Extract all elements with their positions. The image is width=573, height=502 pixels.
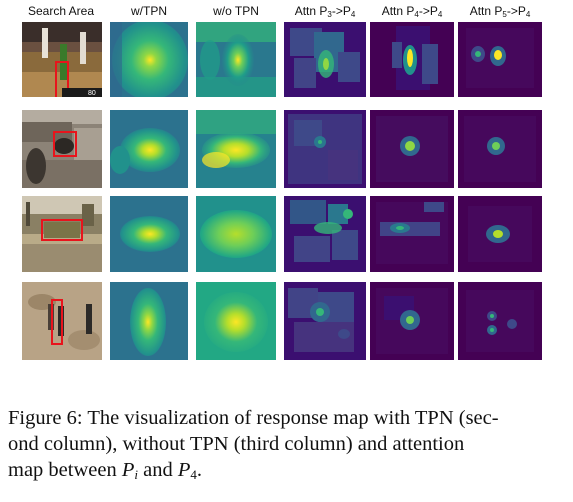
attn-map-p5-row1 [458, 22, 542, 97]
attn-map-p5-row3 [458, 196, 542, 272]
response-map-w-tpn-row1 [110, 22, 188, 97]
pole-figure [26, 202, 30, 226]
car-figure [44, 222, 80, 238]
header-attn-p3-p4: Attn P3->P4 [294, 4, 356, 19]
attn-map-p3-row4 [284, 282, 366, 360]
response-map-wo-tpn-row4 [196, 282, 276, 360]
attn-map-p5-row2 [458, 110, 542, 188]
response-map-w-tpn-row4 [110, 282, 188, 360]
math-p-i: Pi [121, 459, 138, 482]
caption-line-2: ond column), without TPN (third column) … [8, 433, 465, 455]
response-map-w-tpn-row3 [110, 196, 188, 272]
attn-map-p4-row4 [370, 282, 454, 360]
scoreboard-text: 80 [88, 90, 96, 97]
tree-figure [82, 204, 94, 226]
person-figure [54, 138, 74, 154]
header-w-tpn: w/TPN [131, 4, 167, 18]
bbox-red-icon [53, 131, 77, 157]
search-area-photo-row2 [22, 110, 102, 188]
header-search-area: Search Area [27, 4, 95, 18]
player-figure [42, 28, 48, 58]
bbox-red-icon [51, 299, 63, 345]
search-area-photo-row4 [22, 282, 102, 360]
attn-map-p3-row3 [284, 196, 366, 272]
header-attn-p4-p4: Attn P4->P4 [381, 4, 443, 19]
response-map-wo-tpn-row3 [196, 196, 276, 272]
attn-map-p4-row2 [370, 110, 454, 188]
attn-map-p5-row4 [458, 282, 542, 360]
player-figure [80, 32, 86, 64]
math-p-4: P4 [177, 459, 197, 482]
person-figure [26, 148, 46, 184]
attn-map-p4-row1 [370, 22, 454, 97]
figure-6: Search Area w/TPN w/o TPN Attn P3->P4 At… [22, 4, 542, 360]
attn-map-p3-row2 [284, 110, 366, 188]
search-area-photo-row1: 80 [22, 22, 102, 97]
caption-line-3: map between Pi and P4. [8, 459, 203, 482]
response-map-wo-tpn-row2 [196, 110, 276, 188]
header-attn-p5-p4: Attn P5->P4 [469, 4, 531, 19]
search-area-photo-row3 [22, 196, 102, 272]
attn-map-p3-row1 [284, 22, 366, 97]
header-wo-tpn: w/o TPN [213, 4, 259, 18]
caption-line-1: Figure 6: The visualization of response … [8, 407, 499, 429]
scoreboard-overlay [62, 88, 102, 97]
person-figure [86, 304, 92, 334]
figure-caption: Figure 6: The visualization of response … [8, 405, 553, 488]
response-map-w-tpn-row2 [110, 110, 188, 188]
response-map-wo-tpn-row1 [196, 22, 276, 97]
bbox-red-icon [41, 219, 83, 241]
bbox-red-icon [55, 61, 69, 97]
attn-map-p4-row3 [370, 196, 454, 272]
